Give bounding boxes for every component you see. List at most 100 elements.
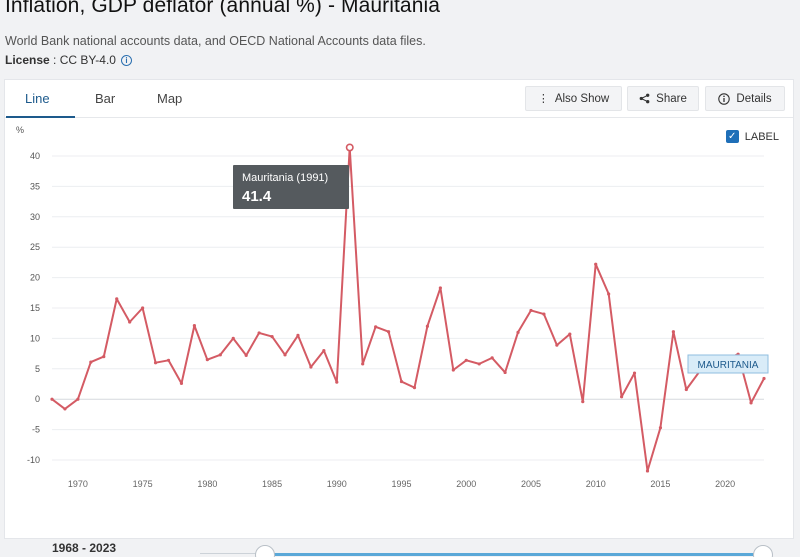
tab-bar[interactable]: Bar xyxy=(95,91,116,106)
range-end-handle[interactable] xyxy=(753,545,773,557)
source-note: World Bank national accounts data, and O… xyxy=(5,34,426,48)
data-point xyxy=(63,407,67,411)
data-point xyxy=(658,426,663,430)
data-point xyxy=(594,262,598,266)
y-tick-label: 10 xyxy=(30,333,40,343)
checkbox-checked-icon[interactable]: ✓ xyxy=(725,130,739,143)
year-range-track[interactable] xyxy=(268,553,763,556)
page-title: Inflation, GDP deflator (annual %) - Mau… xyxy=(5,0,441,17)
tab-line[interactable]: Line xyxy=(25,91,50,106)
data-point xyxy=(244,353,248,358)
data-point xyxy=(399,379,404,384)
data-point xyxy=(128,320,132,324)
data-point xyxy=(645,469,650,473)
y-tick-label: 0 xyxy=(35,394,40,404)
data-point xyxy=(555,343,559,347)
share-button[interactable]: Share xyxy=(627,86,699,111)
data-point xyxy=(542,312,546,316)
data-point xyxy=(166,358,171,362)
also-show-button[interactable]: ⋮ Also Show xyxy=(525,86,622,111)
data-point xyxy=(205,358,209,362)
data-point xyxy=(361,362,365,366)
data-point xyxy=(192,324,196,328)
x-tick-label: 2015 xyxy=(650,479,670,489)
data-point xyxy=(141,306,145,310)
also-show-label: Also Show xyxy=(554,92,610,105)
y-tick-label: -10 xyxy=(27,455,40,465)
label-toggle-text: LABEL xyxy=(744,130,779,143)
y-tick-label: 20 xyxy=(30,273,40,283)
x-tick-label: 1980 xyxy=(197,479,217,489)
data-point xyxy=(451,368,455,372)
data-point xyxy=(335,380,339,384)
data-point xyxy=(153,361,158,365)
chart-type-tabs: Line Bar Map ⋮ Also Show Share Details xyxy=(5,80,793,118)
data-point xyxy=(607,292,611,296)
data-point xyxy=(231,336,235,340)
data-point xyxy=(529,308,533,313)
y-axis-unit-label: % xyxy=(16,125,24,135)
data-point xyxy=(503,370,507,375)
tooltip-title: Mauritania (1991) xyxy=(242,172,328,184)
data-point xyxy=(581,400,585,404)
data-point xyxy=(632,371,637,375)
details-button[interactable]: Details xyxy=(705,86,785,111)
license-line: License : CC BY-4.0 i xyxy=(5,53,132,67)
x-tick-label: 2005 xyxy=(521,479,541,489)
x-tick-label: 2010 xyxy=(586,479,606,489)
series-end-label-box xyxy=(687,354,769,374)
x-tick-label: 1990 xyxy=(327,479,347,489)
data-point xyxy=(477,362,481,366)
data-point xyxy=(762,376,766,381)
details-label: Details xyxy=(736,92,772,105)
line-chart: % -10 -5 0 5 10 15 20 25 30 35 40 1970 1975 1980 1985 19… xyxy=(16,125,769,489)
data-point xyxy=(89,360,93,364)
y-tick-label: 40 xyxy=(30,151,40,161)
x-tick-label: 1995 xyxy=(392,479,412,489)
data-point xyxy=(516,330,520,334)
data-point xyxy=(50,397,54,401)
x-tick-label: 1970 xyxy=(68,479,88,489)
data-point xyxy=(464,358,468,362)
data-point xyxy=(257,331,261,335)
tooltip-box xyxy=(233,165,349,209)
x-tick-label: 1975 xyxy=(133,479,153,489)
data-point xyxy=(568,332,572,336)
data-point xyxy=(490,356,494,360)
data-point xyxy=(309,365,313,369)
data-point xyxy=(684,387,688,392)
y-tick-label: 25 xyxy=(30,242,40,252)
data-point xyxy=(76,397,80,401)
label-toggle[interactable]: ✓ LABEL xyxy=(725,130,779,143)
y-tick-label: 5 xyxy=(35,364,40,374)
info-icon[interactable]: i xyxy=(120,55,132,66)
data-point xyxy=(671,330,675,334)
data-point xyxy=(270,334,274,339)
data-point xyxy=(296,333,300,337)
year-range-label: 1968 - 2023 xyxy=(52,541,117,555)
series-line-mauritania xyxy=(51,146,765,472)
data-point xyxy=(412,386,417,390)
license-label: License xyxy=(5,53,50,67)
y-tick-label: 35 xyxy=(30,181,40,191)
data-point xyxy=(102,355,106,359)
data-point xyxy=(374,325,378,329)
data-point xyxy=(322,348,326,353)
x-tick-label: 2000 xyxy=(456,479,476,489)
data-point xyxy=(218,353,222,357)
tab-map[interactable]: Map xyxy=(157,91,183,106)
license-value: : CC BY-4.0 xyxy=(49,53,116,67)
info-circle-icon xyxy=(718,92,731,105)
active-tab-indicator xyxy=(6,116,75,118)
tooltip-value: 41.4 xyxy=(242,188,272,205)
data-point xyxy=(179,381,184,385)
data-point xyxy=(749,401,753,405)
data-point xyxy=(438,286,442,290)
data-point xyxy=(620,395,624,399)
y-tick-label: 15 xyxy=(30,303,40,313)
share-icon xyxy=(639,93,650,104)
x-tick-label: 2020 xyxy=(715,479,735,489)
x-tick-label: 1985 xyxy=(262,479,282,489)
range-start-handle[interactable] xyxy=(255,545,275,557)
data-point xyxy=(115,297,119,301)
